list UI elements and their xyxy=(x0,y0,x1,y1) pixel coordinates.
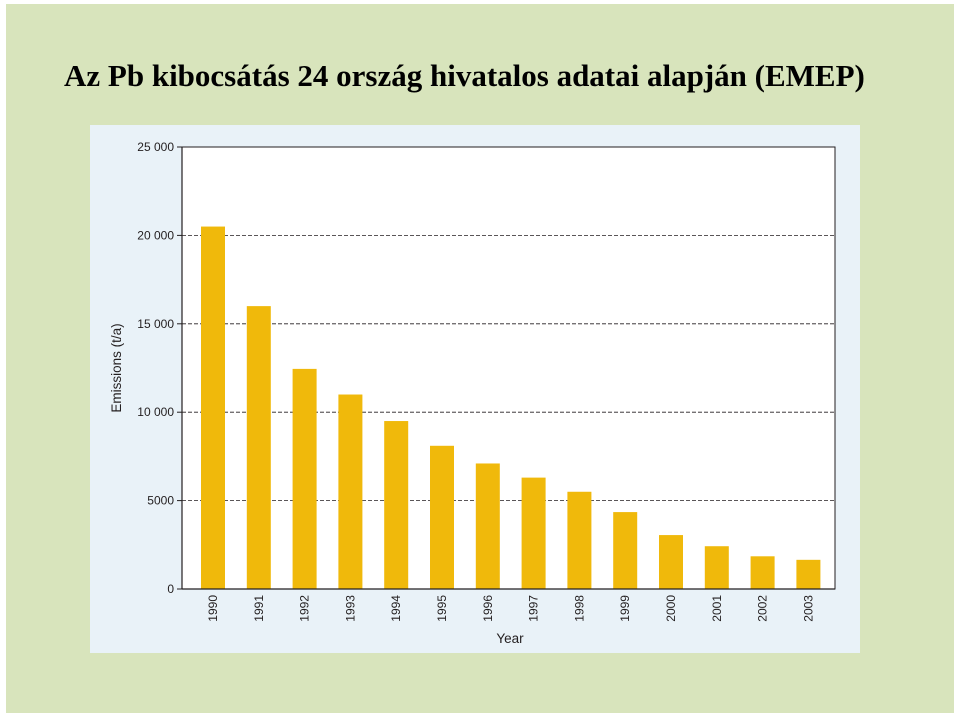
bar-2000 xyxy=(659,535,683,589)
bar-1990 xyxy=(201,226,225,589)
bar-1994 xyxy=(384,421,409,589)
x-tick-label: 1991 xyxy=(252,595,266,622)
x-tick-label: 1995 xyxy=(435,595,449,622)
bar-1998 xyxy=(567,491,592,589)
y-tick-label: 10 000 xyxy=(137,405,174,419)
x-tick-label: 1993 xyxy=(343,595,357,622)
bar-2003 xyxy=(796,559,821,589)
x-tick-label: 2001 xyxy=(710,595,724,622)
bar-1995 xyxy=(430,445,454,589)
bar-1997 xyxy=(521,477,546,589)
plot-area xyxy=(181,146,836,590)
bar-2002 xyxy=(750,556,775,589)
chart-panel: 0 5000 10 000 15 000 20 000 25 000 1990 1991 19… xyxy=(90,125,860,653)
y-tick-label: 5000 xyxy=(147,494,174,508)
x-tick-label: 1996 xyxy=(481,595,495,622)
slide-background: Az Pb kibocsátás 24 ország hivatalos ada… xyxy=(6,4,954,713)
x-tick-label: 1997 xyxy=(527,595,541,622)
bar-1993 xyxy=(338,394,363,589)
y-axis-ticks: 0 5000 10 000 15 000 20 000 25 000 xyxy=(137,140,182,596)
y-tick-label: 0 xyxy=(167,582,174,596)
slide-title: Az Pb kibocsátás 24 ország hivatalos ada… xyxy=(64,58,865,93)
bar-1996 xyxy=(475,463,500,589)
x-tick-label: 2002 xyxy=(756,595,770,622)
x-tick-label: 1998 xyxy=(572,595,586,622)
x-tick-label: 1999 xyxy=(618,595,632,622)
y-tick-label: 15 000 xyxy=(137,317,174,331)
y-tick-label: 20 000 xyxy=(137,228,174,242)
x-tick-label: 1990 xyxy=(206,595,220,622)
x-tick-label: 1994 xyxy=(389,595,403,622)
bar-1999 xyxy=(613,512,638,589)
x-axis-ticks: 1990 1991 1992 1993 1994 1995 1996 1997 1998 1999… xyxy=(206,595,815,622)
bars xyxy=(201,226,821,589)
x-tick-label: 1992 xyxy=(298,595,312,622)
y-axis-label: Emissions (t/a) xyxy=(109,323,124,412)
x-axis-label: Year xyxy=(496,631,524,646)
gridlines xyxy=(182,235,835,502)
x-tick-label: 2000 xyxy=(664,595,678,622)
bar-1992 xyxy=(292,368,317,589)
bar-1991 xyxy=(246,306,271,589)
x-tick-label: 2003 xyxy=(801,595,815,622)
bar-2001 xyxy=(704,546,729,589)
y-tick-label: 25 000 xyxy=(137,140,174,154)
